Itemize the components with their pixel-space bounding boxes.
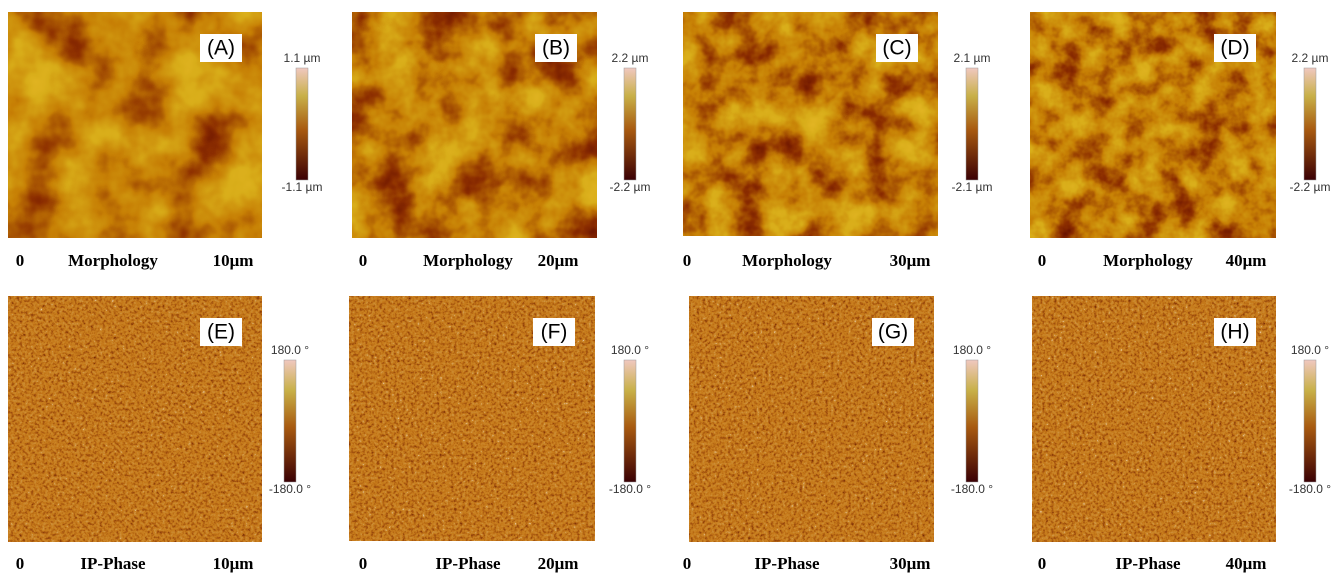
colorbar-max: 1.1 µm	[284, 51, 321, 65]
caption-scale: 20μm	[538, 251, 579, 270]
colorbar-max: 180.0 °	[1291, 343, 1329, 357]
colorbar-max: 2.1 µm	[954, 51, 991, 65]
caption-title: Morphology	[423, 251, 513, 270]
caption-title: IP-Phase	[435, 554, 501, 573]
colorbar-max: 180.0 °	[611, 343, 649, 357]
colorbar	[296, 68, 308, 180]
caption-origin: 0	[16, 554, 25, 573]
panel: (B) 2.2 µm -2.2 µm 0 Morphology 20μm	[352, 12, 650, 270]
panel: (E) 180.0 ° -180.0 ° 0 IP-Phase 10μm	[8, 296, 311, 573]
colorbar-min: -1.1 µm	[282, 180, 323, 194]
caption-scale: 10μm	[213, 554, 254, 573]
colorbar	[1304, 360, 1316, 482]
caption-title: Morphology	[742, 251, 832, 270]
caption-origin: 0	[683, 554, 692, 573]
panel: (H) 180.0 ° -180.0 ° 0 IP-Phase 40μm	[1032, 296, 1331, 573]
caption-scale: 10μm	[213, 251, 254, 270]
caption-scale: 40μm	[1226, 251, 1267, 270]
caption-scale: 20μm	[538, 554, 579, 573]
colorbar-min: -180.0 °	[1289, 482, 1331, 496]
figure: (A) 1.1 µm -1.1 µm 0 Morphology 10μm (B) 2.2 µm…	[0, 0, 1339, 573]
caption-origin: 0	[1038, 251, 1047, 270]
caption-scale: 30μm	[890, 554, 931, 573]
panel-label: (C)	[882, 37, 911, 60]
panel: (G) 180.0 ° -180.0 ° 0 IP-Phase 30μm	[683, 296, 994, 573]
colorbar	[284, 360, 296, 482]
panel-label: (A)	[207, 37, 235, 60]
colorbar-min: -2.2 µm	[1290, 180, 1331, 194]
caption-title: IP-Phase	[754, 554, 820, 573]
panel-label: (E)	[207, 321, 235, 344]
colorbar-max: 180.0 °	[953, 343, 991, 357]
colorbar-min: -180.0 °	[951, 482, 993, 496]
caption-origin: 0	[359, 251, 368, 270]
caption-scale: 40μm	[1226, 554, 1267, 573]
colorbar-min: -2.1 µm	[952, 180, 993, 194]
colorbar-min: -180.0 °	[269, 482, 311, 496]
colorbar-min: -2.2 µm	[610, 180, 651, 194]
panel-label: (F)	[541, 321, 568, 344]
panel-label: (D)	[1220, 37, 1249, 60]
panel-label: (H)	[1220, 321, 1249, 344]
caption-origin: 0	[683, 251, 692, 270]
caption-origin: 0	[16, 251, 25, 270]
colorbar	[624, 360, 636, 482]
caption-title: Morphology	[1103, 251, 1193, 270]
panel: (F) 180.0 ° -180.0 ° 0 IP-Phase 20μm	[349, 296, 651, 573]
caption-title: IP-Phase	[80, 554, 146, 573]
colorbar	[624, 68, 636, 180]
caption-title: IP-Phase	[1115, 554, 1181, 573]
colorbar-max: 180.0 °	[271, 343, 309, 357]
colorbar-min: -180.0 °	[609, 482, 651, 496]
colorbar-max: 2.2 µm	[612, 51, 649, 65]
caption-scale: 30μm	[890, 251, 931, 270]
panel: (D) 2.2 µm -2.2 µm 0 Morphology 40μm	[1030, 12, 1330, 270]
colorbar-max: 2.2 µm	[1292, 51, 1329, 65]
panel-label: (G)	[878, 321, 908, 344]
colorbar	[1304, 68, 1316, 180]
caption-origin: 0	[1038, 554, 1047, 573]
colorbar	[966, 68, 978, 180]
panel: (A) 1.1 µm -1.1 µm 0 Morphology 10μm	[8, 12, 322, 270]
caption-title: Morphology	[68, 251, 158, 270]
panel-label: (B)	[542, 37, 570, 60]
caption-origin: 0	[359, 554, 368, 573]
panel: (C) 2.1 µm -2.1 µm 0 Morphology 30μm	[683, 12, 993, 270]
colorbar	[966, 360, 978, 482]
